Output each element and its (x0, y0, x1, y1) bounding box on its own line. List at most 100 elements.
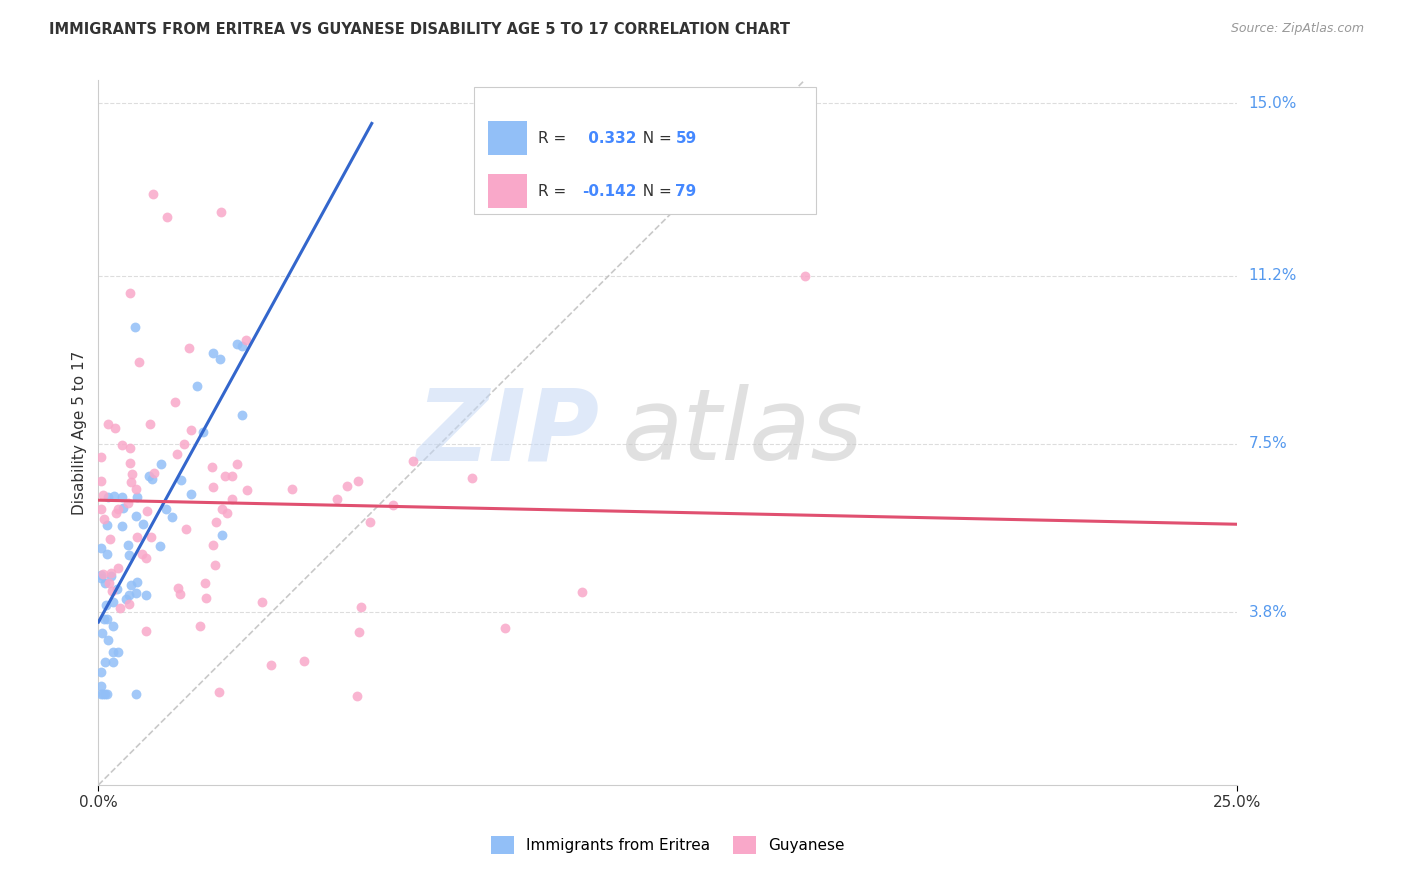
Point (110, 490, 132, 504)
Point (205, 515, 228, 529)
Point (250, 595, 273, 609)
Point (209, 351, 232, 366)
Point (101, 583, 124, 598)
Point (120, 475, 142, 490)
Point (96, 517, 118, 532)
Point (174, 522, 197, 536)
Point (155, 502, 177, 516)
FancyBboxPatch shape (488, 175, 527, 209)
Point (91, 626, 114, 640)
Point (214, 469, 236, 483)
Point (90, 501, 112, 516)
Point (180, 423, 202, 437)
Point (118, 597, 141, 611)
Point (156, 210, 179, 224)
Point (90, 567, 112, 582)
Point (111, 519, 134, 533)
Point (138, 469, 160, 483)
Point (96, 490, 118, 504)
Point (346, 474, 368, 488)
Point (235, 334, 257, 348)
Point (91, 687, 114, 701)
Point (98, 575, 121, 590)
Point (169, 587, 191, 601)
Point (101, 655, 124, 669)
Point (135, 624, 157, 638)
Point (98, 533, 121, 547)
Point (225, 336, 247, 351)
Point (211, 528, 233, 542)
Point (120, 578, 142, 592)
Point (201, 480, 224, 494)
Point (97, 633, 120, 648)
Point (217, 507, 239, 521)
Point (90, 679, 112, 693)
Point (100, 566, 122, 581)
Point (93, 512, 115, 526)
Text: 79: 79 (675, 184, 696, 199)
Point (103, 595, 125, 609)
Point (105, 582, 128, 597)
Y-axis label: Disability Age 5 to 17: Disability Age 5 to 17 (72, 351, 87, 515)
Point (139, 417, 162, 431)
Text: ZIP: ZIP (416, 384, 599, 481)
Point (112, 501, 135, 516)
Point (118, 441, 141, 455)
Point (346, 689, 368, 703)
Point (350, 599, 373, 614)
Point (173, 437, 195, 451)
Point (111, 438, 134, 452)
Text: N =: N = (633, 184, 676, 199)
Point (117, 496, 139, 510)
Point (90, 665, 112, 679)
Point (163, 395, 186, 409)
Point (461, 471, 484, 485)
Point (793, 268, 815, 283)
Point (118, 456, 141, 470)
Point (494, 621, 516, 635)
Point (93, 612, 115, 626)
Point (117, 548, 139, 562)
Point (125, 574, 148, 589)
Text: 0.332: 0.332 (582, 130, 636, 145)
Text: 7.5%: 7.5% (1249, 436, 1286, 451)
Point (231, 409, 253, 423)
Text: -0.142: -0.142 (582, 184, 637, 199)
Text: IMMIGRANTS FROM ERITREA VS GUYANESE DISABILITY AGE 5 TO 17 CORRELATION CHART: IMMIGRANTS FROM ERITREA VS GUYANESE DISA… (49, 22, 790, 37)
Text: N =: N = (633, 130, 676, 145)
Point (402, 454, 425, 468)
Point (135, 588, 157, 602)
Point (221, 491, 243, 506)
Point (194, 576, 217, 591)
Point (117, 538, 139, 552)
Point (571, 584, 593, 599)
Point (118, 588, 141, 602)
Point (91, 567, 114, 582)
Text: Source: ZipAtlas.com: Source: ZipAtlas.com (1230, 22, 1364, 36)
Point (204, 558, 226, 572)
Point (103, 489, 125, 503)
Point (107, 502, 129, 516)
Point (326, 491, 349, 506)
Point (104, 421, 127, 435)
Point (90, 571, 112, 585)
Legend: Immigrants from Eritrea, Guyanese: Immigrants from Eritrea, Guyanese (484, 828, 852, 862)
Point (97, 417, 120, 432)
Point (186, 379, 208, 393)
Text: 59: 59 (675, 130, 696, 145)
Point (201, 460, 224, 475)
Point (221, 469, 243, 483)
Point (139, 530, 162, 544)
Point (131, 547, 153, 561)
Point (125, 687, 148, 701)
Point (194, 591, 217, 605)
Text: atlas: atlas (623, 384, 863, 481)
Point (359, 515, 381, 529)
Point (207, 685, 229, 699)
Point (100, 569, 122, 583)
Point (260, 657, 283, 672)
Point (136, 504, 159, 518)
Point (101, 645, 124, 659)
FancyBboxPatch shape (488, 121, 527, 155)
Point (149, 539, 172, 553)
